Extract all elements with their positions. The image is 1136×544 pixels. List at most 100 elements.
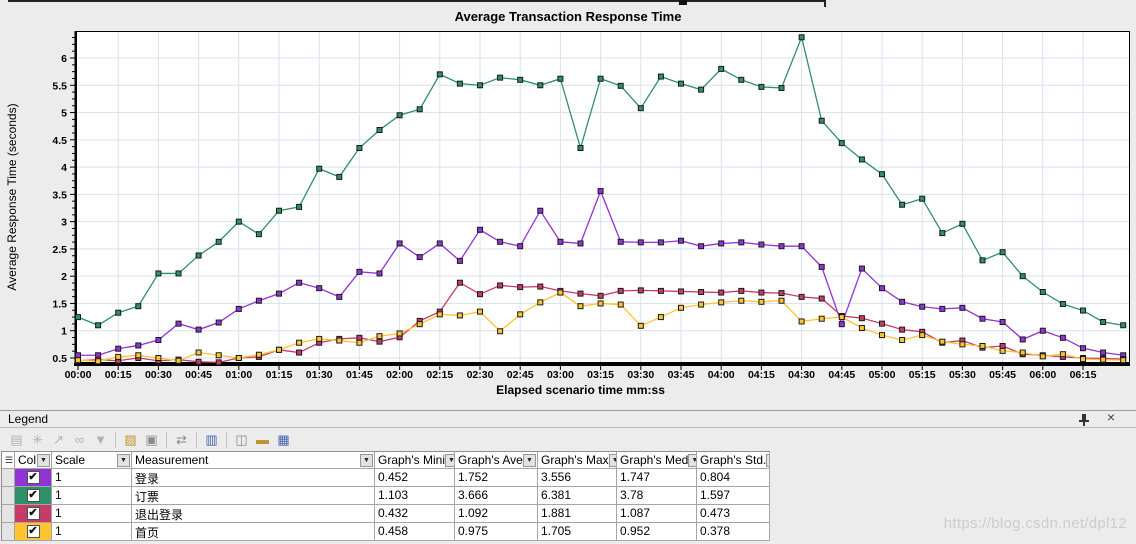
merge-graphs-icon[interactable]: ⇄	[176, 431, 187, 447]
measurement-cell: 首页	[132, 523, 375, 541]
column-header-label: Graph's Med	[620, 453, 689, 467]
column-filter-dropdown[interactable]: ▼	[688, 453, 696, 467]
measurement-cell: 登录	[132, 469, 375, 487]
svg-text:02:00: 02:00	[386, 369, 413, 381]
row-selector[interactable]	[2, 523, 15, 541]
column-filter-dropdown[interactable]: ▼	[608, 453, 616, 467]
column-header-measurement[interactable]: Measurement ▼	[132, 452, 375, 469]
svg-text:02:15: 02:15	[426, 369, 453, 381]
avg-cell: 3.666	[455, 487, 538, 505]
show-measurement-checkbox[interactable]: ✔	[26, 471, 40, 484]
color-swatch-cell: ✔	[15, 487, 52, 505]
response-time-chart: 0.5 1 1.5 2 2.5 3 3.5 4 4.5 5 5.5 6 00:00 00:15 00:30 0…	[5, 31, 1130, 397]
svg-text:00:45: 00:45	[185, 369, 212, 381]
row-selector[interactable]	[2, 505, 15, 523]
svg-text:5.5: 5.5	[52, 80, 67, 92]
std-cell: 0.804	[697, 469, 770, 487]
legend-header-row: ☰ Col ▼ Scale ▼ Measurement ▼ Graph's Mini ▼ Grap…	[2, 452, 770, 469]
toolbar-separator	[166, 431, 167, 448]
window-top-border-corner	[824, 0, 826, 7]
column-filter-dropdown[interactable]: ▼	[523, 453, 536, 467]
column-header-label: Scale	[55, 453, 86, 467]
column-header-max[interactable]: Graph's Max▼	[538, 452, 617, 469]
svg-text:1.5: 1.5	[52, 298, 67, 310]
svg-text:03:00: 03:00	[547, 369, 574, 381]
svg-text:03:45: 03:45	[668, 369, 695, 381]
toolbar-separator	[226, 431, 227, 448]
row-selector[interactable]	[2, 469, 15, 487]
svg-text:03:30: 03:30	[627, 369, 654, 381]
svg-text:05:45: 05:45	[989, 369, 1016, 381]
color-swatch-cell: ✔	[15, 523, 52, 541]
max-cell: 1.705	[538, 523, 617, 541]
svg-text:01:30: 01:30	[306, 369, 333, 381]
avg-cell: 1.752	[455, 469, 538, 487]
svg-text:04:15: 04:15	[748, 369, 775, 381]
max-cell: 1.881	[538, 505, 617, 523]
duplicate-graph-icon[interactable]: ▣	[145, 431, 158, 447]
set-granularity-icon[interactable]: ▬	[256, 431, 269, 447]
panel-divider[interactable]	[0, 410, 1136, 411]
svg-text:04:45: 04:45	[828, 369, 855, 381]
min-cell: 0.458	[375, 523, 455, 541]
cross-with-result-icon: ↗	[53, 431, 64, 447]
med-cell: 1.747	[617, 469, 697, 487]
column-header-avg[interactable]: Graph's Ave ▼	[455, 452, 538, 469]
column-filter-dropdown[interactable]: ▼	[766, 453, 769, 467]
column-header-med[interactable]: Graph's Med▼	[617, 452, 697, 469]
toolbar-separator	[115, 431, 116, 448]
column-filter-dropdown[interactable]: ▼	[117, 453, 130, 467]
svg-text:05:15: 05:15	[909, 369, 936, 381]
legend-panel-title: Legend	[8, 412, 49, 426]
show-measurement-checkbox[interactable]: ✔	[26, 507, 40, 520]
column-header-label: Graph's Mini	[378, 453, 445, 467]
std-cell: 1.597	[697, 487, 770, 505]
column-header-col[interactable]: Col ▼	[15, 452, 52, 469]
legend-row-首页[interactable]: ✔ 1 首页 0.458 0.975 1.705 0.952 0.378	[2, 523, 770, 541]
svg-text:05:00: 05:00	[869, 369, 896, 381]
svg-text:01:15: 01:15	[266, 369, 293, 381]
legend-toolbar: ▤ ✳ ↗ ∞ ▼ ▨ ▣ ⇄ ▥ ◫ ▬ ▦	[6, 429, 294, 450]
min-cell: 1.103	[375, 487, 455, 505]
close-icon[interactable]: ×	[1106, 409, 1116, 425]
legend-row-登录[interactable]: ✔ 1 登录 0.452 1.752 3.556 1.747 0.804	[2, 469, 770, 487]
x-axis-title: Elapsed scenario time mm:ss	[496, 383, 665, 397]
auto-correlate-icon: ✳	[32, 431, 43, 447]
table-properties-icon[interactable]: ☰	[5, 454, 14, 465]
column-header-label: Graph's Max	[541, 453, 609, 467]
legend-columns-icon[interactable]: ▦	[277, 431, 290, 447]
legend-row-退出登录[interactable]: ✔ 1 退出登录 0.432 1.092 1.881 1.087 0.473	[2, 505, 770, 523]
svg-text:2.5: 2.5	[52, 244, 67, 256]
max-cell: 3.556	[538, 469, 617, 487]
svg-text:01:00: 01:00	[225, 369, 252, 381]
measurement-cell: 退出登录	[132, 505, 375, 523]
std-cell: 0.378	[697, 523, 770, 541]
column-header-label: Measurement	[135, 453, 209, 467]
pin-icon[interactable]	[1078, 413, 1090, 426]
svg-text:4: 4	[61, 162, 67, 174]
watermark-text: https://blog.csdn.net/dpl12	[943, 515, 1127, 532]
window-top-border	[8, 0, 826, 2]
show-measurement-checkbox[interactable]: ✔	[26, 525, 40, 538]
column-header-label: Col	[18, 453, 37, 467]
measurement-options-icon[interactable]: ◫	[235, 431, 248, 447]
svg-text:04:00: 04:00	[708, 369, 735, 381]
column-filter-dropdown[interactable]: ▼	[444, 453, 454, 467]
svg-text:03:15: 03:15	[587, 369, 614, 381]
column-header-scale[interactable]: Scale ▼	[52, 452, 132, 469]
column-filter-dropdown[interactable]: ▼	[37, 453, 50, 467]
show-measurement-checkbox[interactable]: ✔	[26, 489, 40, 502]
row-selector-header[interactable]: ☰	[2, 452, 15, 469]
legend-row-订票[interactable]: ✔ 1 订票 1.103 3.666 6.381 3.78 1.597	[2, 487, 770, 505]
svg-text:3.5: 3.5	[52, 189, 67, 201]
row-selector[interactable]	[2, 487, 15, 505]
min-cell: 0.452	[375, 469, 455, 487]
med-cell: 1.087	[617, 505, 697, 523]
view-raw-data-icon: ∞	[74, 431, 85, 447]
column-header-std[interactable]: Graph's Std.▼	[697, 452, 770, 469]
configure-columns-icon[interactable]: ▥	[205, 431, 218, 447]
column-filter-dropdown[interactable]: ▼	[360, 453, 373, 467]
open-graph-icon[interactable]: ▨	[124, 431, 137, 447]
svg-text:00:00: 00:00	[65, 369, 92, 381]
column-header-min[interactable]: Graph's Mini ▼	[375, 452, 455, 469]
